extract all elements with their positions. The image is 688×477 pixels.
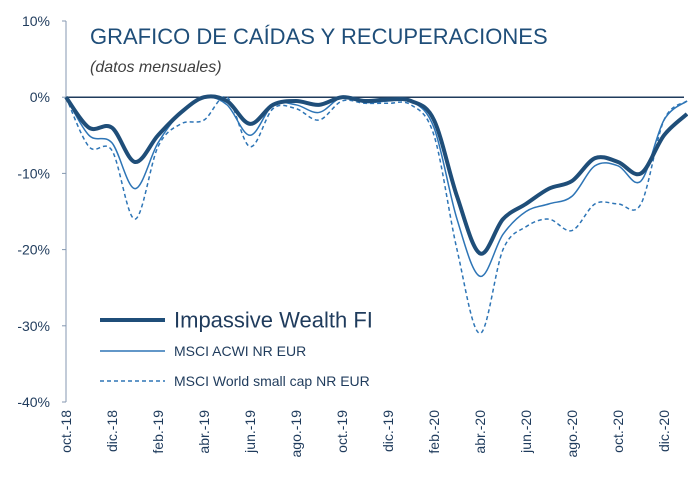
series-line bbox=[64, 94, 688, 256]
series-line bbox=[65, 95, 688, 335]
x-tick-label: abr.-19 bbox=[196, 410, 212, 454]
chart-title: GRAFICO DE CAÍDAS Y RECUPERACIONES bbox=[90, 24, 548, 49]
legend-label: MSCI ACWI NR EUR bbox=[174, 343, 306, 359]
x-tick-label: oct.-19 bbox=[334, 410, 350, 453]
y-tick-label: 0% bbox=[30, 89, 50, 105]
y-tick-label: -40% bbox=[17, 394, 50, 410]
y-tick-label: -10% bbox=[17, 165, 50, 181]
legend-label: Impassive Wealth FI bbox=[174, 308, 373, 333]
x-tick-label: jun.-19 bbox=[242, 410, 258, 454]
x-tick-label: jun.-20 bbox=[518, 410, 534, 454]
x-tick-label: abr.-20 bbox=[472, 410, 488, 454]
y-tick-label: -30% bbox=[17, 318, 50, 334]
x-tick-label: oct.-18 bbox=[58, 410, 74, 453]
legend-label: MSCI World small cap NR EUR bbox=[174, 373, 370, 389]
x-tick-label: ago.-19 bbox=[288, 410, 304, 458]
series-line bbox=[65, 96, 688, 278]
y-tick-label: 10% bbox=[22, 13, 50, 29]
chart-subtitle: (datos mensuales) bbox=[90, 59, 222, 76]
y-tick-label: -20% bbox=[17, 242, 50, 258]
x-tick-label: feb.-20 bbox=[426, 410, 442, 454]
x-tick-label: feb.-19 bbox=[150, 410, 166, 454]
x-tick-label: dic.-18 bbox=[104, 410, 120, 452]
x-tick-label: ago.-20 bbox=[564, 410, 580, 458]
x-tick-label: oct.-20 bbox=[610, 410, 626, 453]
x-tick-label: dic.-19 bbox=[380, 410, 396, 452]
x-tick-label: dic.-20 bbox=[656, 410, 672, 452]
